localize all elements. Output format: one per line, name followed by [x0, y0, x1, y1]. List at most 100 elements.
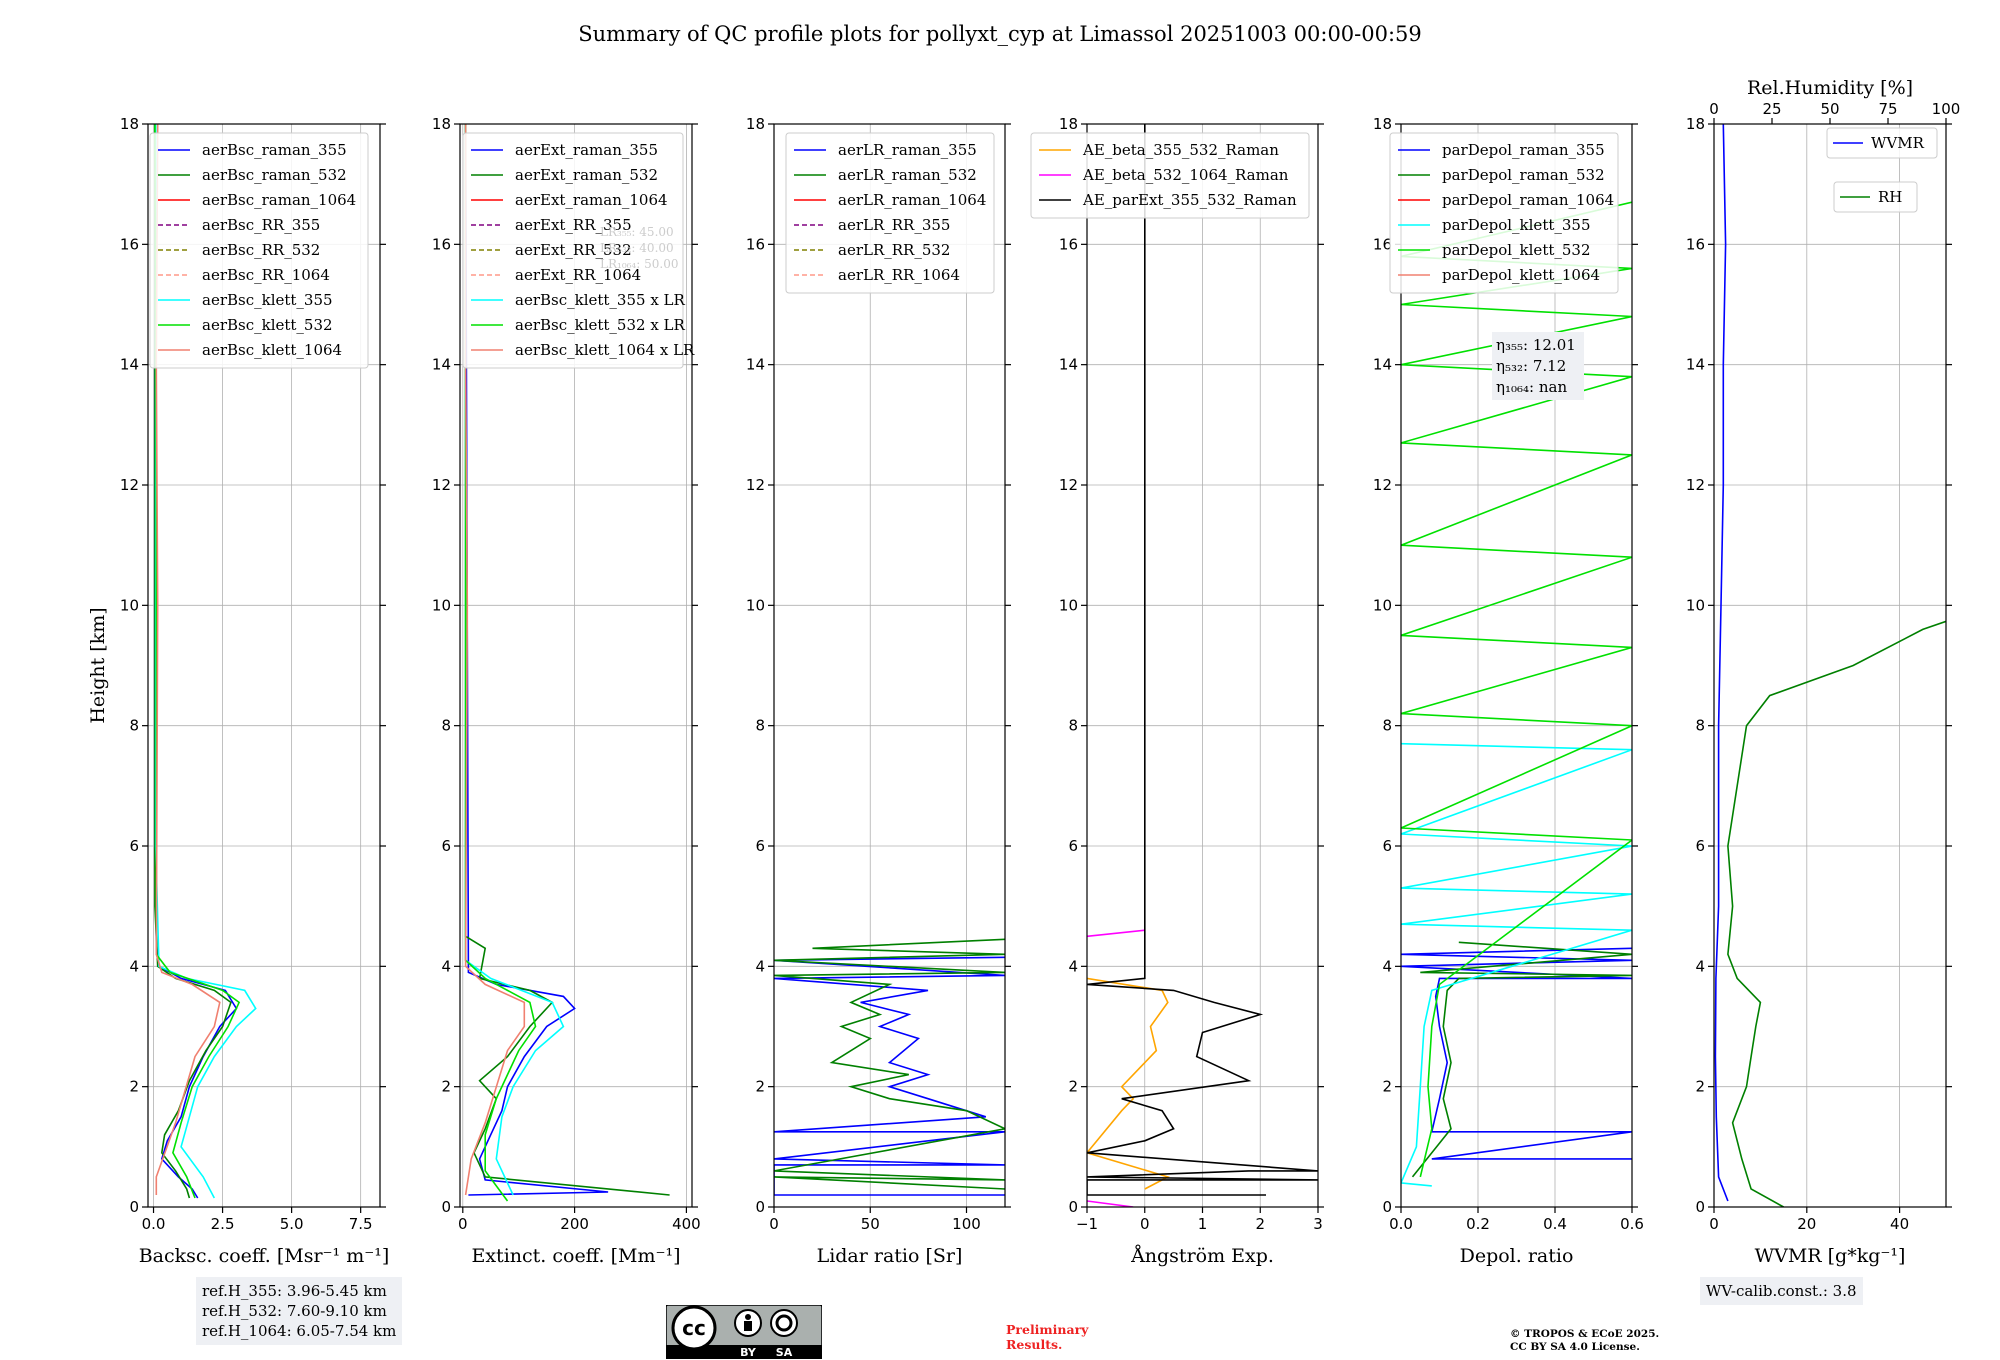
legend-entry: AE_beta_355_532_Raman [1082, 141, 1279, 159]
legend-entry: parDepol_klett_1064 [1442, 266, 1600, 284]
legend-entry: RH [1878, 188, 1902, 206]
legend-entry: aerLR_RR_355 [838, 216, 950, 234]
series-parDepol_raman_355 [1401, 947, 1632, 1160]
y-tick-label: 18 [120, 115, 139, 133]
y-tick-label: 16 [120, 235, 139, 253]
y-tick-label: 8 [129, 717, 139, 735]
legend-entry: aerBsc_klett_355 x LR [515, 291, 686, 309]
legend-box [1826, 127, 1938, 159]
legend: aerLR_raman_355 aerLR_raman_532 aerLR_rama… [785, 132, 995, 294]
y-tick-label: 18 [1059, 115, 1078, 133]
y-tick-label: 16 [1059, 235, 1078, 253]
y-tick-label: 8 [1695, 717, 1705, 735]
y-tick-label: 6 [129, 837, 139, 855]
x-tick-label: −1 [1076, 1215, 1098, 1233]
x-tick-label: 0 [1140, 1215, 1150, 1233]
x-tick-label: 0 [1709, 1215, 1719, 1233]
axes-frame [1400, 123, 1633, 1208]
y-tick-label: 16 [432, 235, 451, 253]
x-tick-label: 100 [952, 1215, 981, 1233]
series-aerLR_raman_532 [774, 938, 1005, 1190]
legend-entry: aerBsc_klett_532 [202, 316, 333, 334]
legend-box [149, 132, 369, 369]
legend-entry: aerBsc_raman_355 [202, 141, 347, 159]
eta-note: η₅₃₂: 7.12 [1496, 357, 1566, 375]
series-WVMR [1714, 124, 1729, 1202]
legend-entry: aerExt_RR_532 [515, 241, 632, 259]
y-tick-label: 16 [1373, 235, 1392, 253]
eta-note-box [1492, 332, 1584, 400]
legend: aerExt_raman_355 aerExt_raman_532 aerExt_r… [462, 132, 695, 369]
legend-entry: parDepol_klett_532 [1442, 241, 1591, 259]
legend-entry: aerExt_RR_355 [515, 216, 632, 234]
y-tick-label: 18 [746, 115, 765, 133]
y-tick-label: 14 [1686, 356, 1705, 374]
y-tick-label: 14 [1373, 356, 1392, 374]
y-tick-label: 10 [432, 596, 451, 614]
y-tick-label: 10 [1059, 596, 1078, 614]
y-tick-label: 8 [441, 717, 451, 735]
wv-calib-note: WV-calib.const.: 3.8 [1700, 1277, 1863, 1305]
x-tick-label: 40 [1890, 1215, 1909, 1233]
cc-logo-sa: SA [776, 1346, 793, 1359]
y-tick-label: 2 [755, 1078, 765, 1096]
series-aerBsc_klett_355 x LR [464, 124, 565, 1196]
y-tick-label: 12 [1373, 476, 1392, 494]
y-tick-label: 12 [432, 476, 451, 494]
y-tick-label: 14 [746, 356, 765, 374]
legend: WVMR RH [1826, 127, 1938, 213]
y-tick-label: 10 [1686, 596, 1705, 614]
y-tick-label: 2 [1382, 1078, 1392, 1096]
x-tick-label: 5.0 [280, 1215, 304, 1233]
legend: aerBsc_raman_355 aerBsc_raman_532 aerBsc_r… [149, 132, 369, 369]
axes-frame [773, 123, 1006, 1208]
y-tick-label: 6 [1068, 837, 1078, 855]
legend-entry: parDepol_klett_355 [1442, 216, 1591, 234]
legend-entry: aerBsc_klett_355 [202, 291, 333, 309]
legend-entry: AE_parExt_355_532_Raman [1082, 191, 1297, 209]
y-tick-label: 4 [1695, 957, 1705, 975]
x-tick-label: 2.5 [211, 1215, 235, 1233]
y-tick-label: 18 [1686, 115, 1705, 133]
top-x-tick-label: 50 [1820, 100, 1839, 118]
series-aerBsc_raman_532 [154, 124, 232, 1199]
top-x-tick-label: 25 [1762, 100, 1781, 118]
series-aerBsc_klett_1064 x LR [464, 124, 526, 1196]
series-AE_beta_532_1064_Raman b [1087, 929, 1145, 938]
y-tick-label: 0 [755, 1198, 765, 1216]
series-parDepol_raman_532 [1411, 941, 1632, 1178]
y-tick-label: 4 [1068, 957, 1078, 975]
y-tick-label: 18 [432, 115, 451, 133]
legend-entry: aerExt_raman_355 [515, 141, 658, 159]
y-axis-label: Height [km] [87, 607, 109, 723]
x-tick-label: 0.0 [1389, 1215, 1413, 1233]
y-tick-label: 0 [1068, 1198, 1078, 1216]
legend-entry: aerLR_raman_355 [838, 141, 977, 159]
ref-height-532: ref.H_532: 7.60-9.10 km [202, 1302, 387, 1320]
x-axis-label: Lidar ratio [Sr] [817, 1245, 963, 1267]
legend-box [1389, 132, 1619, 294]
legend-box [462, 132, 684, 369]
cc-logo-cc: cc [682, 1316, 706, 1340]
y-tick-label: 14 [432, 356, 451, 374]
cc-license-logo: cc BY SA [666, 1305, 822, 1359]
wv-calib-text: WV-calib.const.: 3.8 [1706, 1282, 1857, 1300]
y-tick-label: 0 [129, 1198, 139, 1216]
x-tick-label: 2 [1255, 1215, 1265, 1233]
x-tick-label: 0.0 [142, 1215, 166, 1233]
y-tick-label: 10 [746, 596, 765, 614]
top-x-axis-label: Rel.Humidity [%] [1747, 77, 1913, 99]
series-AE_beta_355_532_Raman [1087, 977, 1170, 1190]
panel-3: 0 2 4 6 8 10 12 14 16 18 0 50 100 Lidar ratio [Sr] aer… [746, 115, 1011, 1267]
y-tick-label: 2 [441, 1078, 451, 1096]
legend-entry: aerBsc_RR_1064 [202, 266, 330, 284]
ref-height-355: ref.H_355: 3.96-5.45 km [202, 1282, 387, 1300]
y-tick-label: 0 [1382, 1198, 1392, 1216]
y-tick-label: 4 [441, 957, 451, 975]
x-tick-label: 0.2 [1466, 1215, 1490, 1233]
series-AE_beta_532_1064_Raman [1087, 1200, 1134, 1207]
y-tick-label: 2 [1695, 1078, 1705, 1096]
y-tick-label: 0 [441, 1198, 451, 1216]
